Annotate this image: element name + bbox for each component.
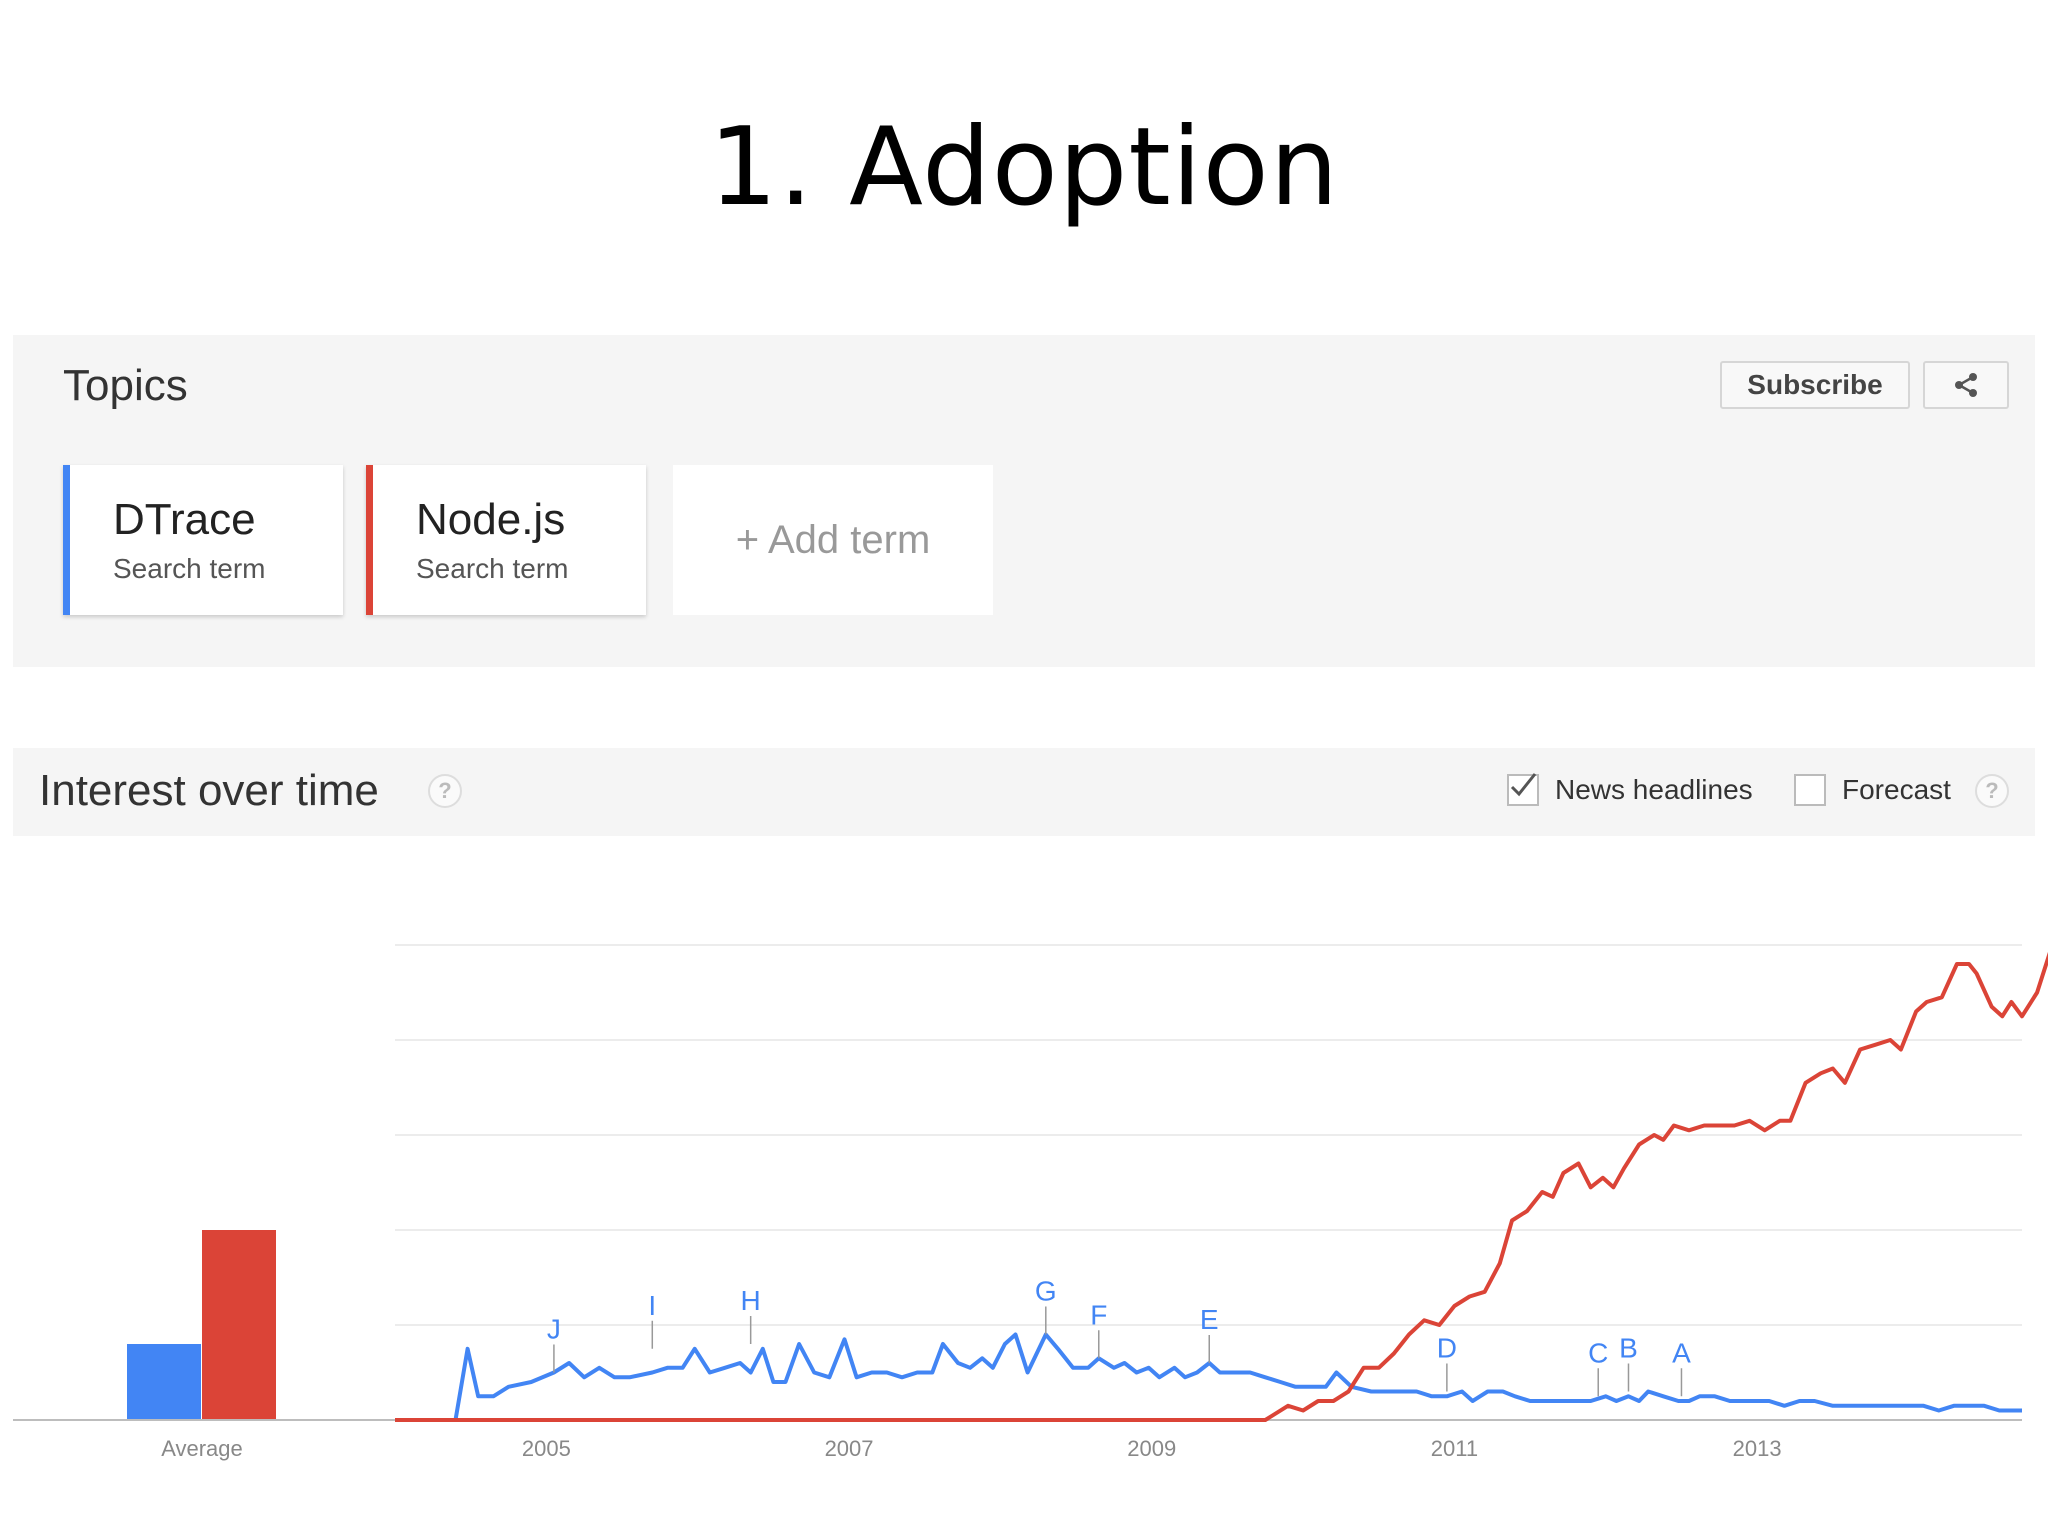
term-card-dtrace[interactable]: DTrace Search term [63, 465, 343, 615]
average-bar-nodejs [202, 1230, 276, 1420]
add-term-button[interactable]: + Add term [673, 465, 993, 615]
annotation-label-c: C [1588, 1337, 1608, 1368]
average-bar-dtrace [127, 1344, 201, 1420]
x-tick-label: 2005 [522, 1436, 571, 1461]
annotation-label-e: E [1200, 1304, 1219, 1335]
annotation-label-i: I [648, 1290, 656, 1321]
x-tick-label: 2013 [1733, 1436, 1782, 1461]
x-tick-label: 2011 [1431, 1436, 1478, 1461]
annotation-label-h: H [741, 1285, 761, 1316]
slide-title: 1. Adoption [708, 105, 1340, 230]
forecast-checkbox[interactable] [1794, 774, 1826, 806]
news-headlines-checkbox[interactable] [1507, 773, 1539, 806]
topics-title: Topics [63, 361, 188, 410]
annotation-label-j: J [547, 1314, 561, 1345]
annotation-label-f: F [1090, 1299, 1107, 1330]
term-card-nodejs[interactable]: Node.js Search term [366, 465, 646, 615]
annotation-label-d: D [1437, 1333, 1457, 1364]
interest-header: Interest over time ? News headlines Fore… [13, 748, 2035, 836]
share-button[interactable] [1923, 361, 2009, 409]
annotation-label-g: G [1035, 1276, 1057, 1307]
x-axis: 2005 2007 2009 2011 2013 [522, 1436, 1782, 1461]
x-tick-label: 2009 [1127, 1436, 1176, 1461]
forecast-help-icon[interactable]: ? [1975, 774, 2009, 808]
topics-panel: Topics Subscribe DTrace Search term Node… [13, 335, 2035, 667]
annotation-label-a: A [1672, 1337, 1691, 1368]
term-color-bar [63, 465, 70, 615]
term-color-bar [366, 465, 373, 615]
average-label: Average [161, 1436, 243, 1461]
news-annotations: J I H G F E D C B A [547, 1276, 1691, 1397]
term-subtitle: Search term [416, 553, 569, 584]
annotation-label-b: B [1619, 1333, 1638, 1364]
forecast-label: Forecast [1842, 774, 1951, 805]
term-name: Node.js [416, 495, 566, 544]
help-icon[interactable]: ? [428, 774, 462, 808]
chart-grid [395, 944, 2022, 1326]
news-headlines-label: News headlines [1555, 774, 1753, 805]
series-line-nodejs [395, 951, 2048, 1422]
series-line-dtrace [395, 1332, 2022, 1422]
term-subtitle: Search term [113, 553, 266, 584]
subscribe-button[interactable]: Subscribe [1720, 361, 1910, 409]
chart-series [395, 951, 2048, 1422]
interest-title: Interest over time [39, 766, 379, 815]
share-icon [1955, 373, 1977, 397]
x-tick-label: 2007 [825, 1436, 874, 1461]
check-icon [1510, 773, 1537, 797]
term-name: DTrace [113, 495, 256, 544]
